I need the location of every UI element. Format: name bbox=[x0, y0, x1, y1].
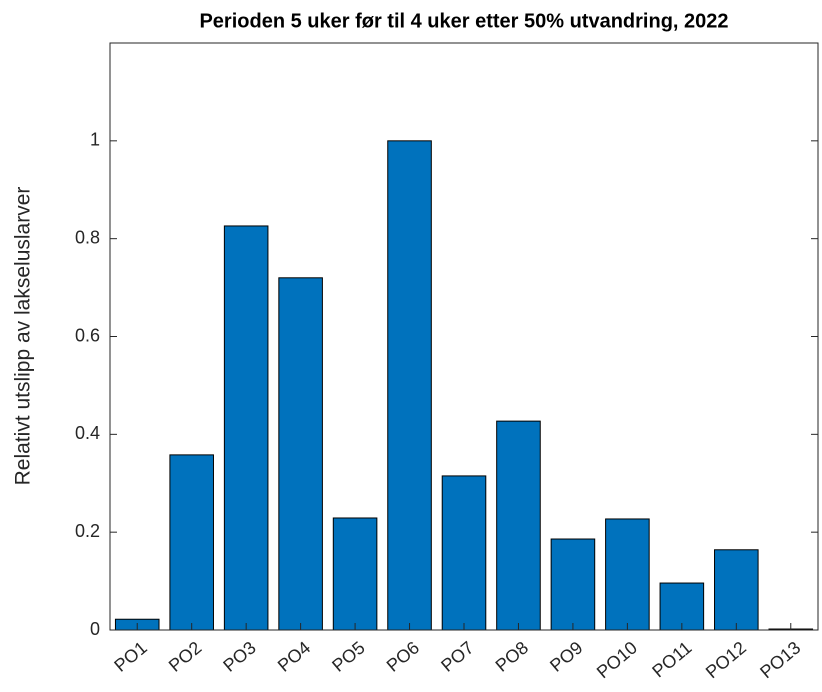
x-tick-label: PO7 bbox=[437, 637, 477, 675]
x-tick-label: PO8 bbox=[492, 637, 532, 675]
x-tick-label: PO1 bbox=[110, 637, 150, 675]
x-tick-label: PO2 bbox=[165, 637, 205, 675]
plot-frame bbox=[109, 42, 819, 631]
bar bbox=[387, 140, 432, 631]
bar bbox=[659, 582, 705, 631]
x-tick-label: PO9 bbox=[546, 637, 586, 675]
y-tick-label: 0.4 bbox=[75, 423, 100, 443]
x-tick-label: PO10 bbox=[593, 637, 641, 682]
bar bbox=[169, 454, 214, 631]
bar bbox=[714, 549, 759, 631]
y-tick-label: 0.8 bbox=[75, 227, 100, 247]
chart-title: Perioden 5 uker før til 4 uker etter 50%… bbox=[199, 10, 728, 32]
y-tick-label: 0.6 bbox=[75, 325, 100, 345]
y-tick-label: 0.2 bbox=[75, 521, 100, 541]
x-tick-label: PO13 bbox=[756, 637, 804, 682]
y-tick-label: 1 bbox=[90, 130, 100, 150]
x-tick-label: PO12 bbox=[702, 637, 750, 682]
bar bbox=[223, 225, 269, 631]
x-tick-label: PO5 bbox=[328, 637, 368, 675]
x-tick-label: PO3 bbox=[219, 637, 259, 675]
bar bbox=[441, 475, 487, 631]
bar bbox=[496, 420, 541, 631]
bar bbox=[550, 538, 596, 631]
bar bbox=[278, 277, 323, 631]
x-tick-label: PO4 bbox=[274, 637, 314, 675]
bar bbox=[605, 518, 650, 631]
y-tick-label: 0 bbox=[90, 619, 100, 639]
bar bbox=[332, 517, 378, 631]
x-tick-label: PO6 bbox=[383, 637, 423, 675]
x-tick-label: PO11 bbox=[648, 637, 695, 681]
y-axis-label: Relativt utslipp av lakseluslarver bbox=[12, 187, 35, 486]
